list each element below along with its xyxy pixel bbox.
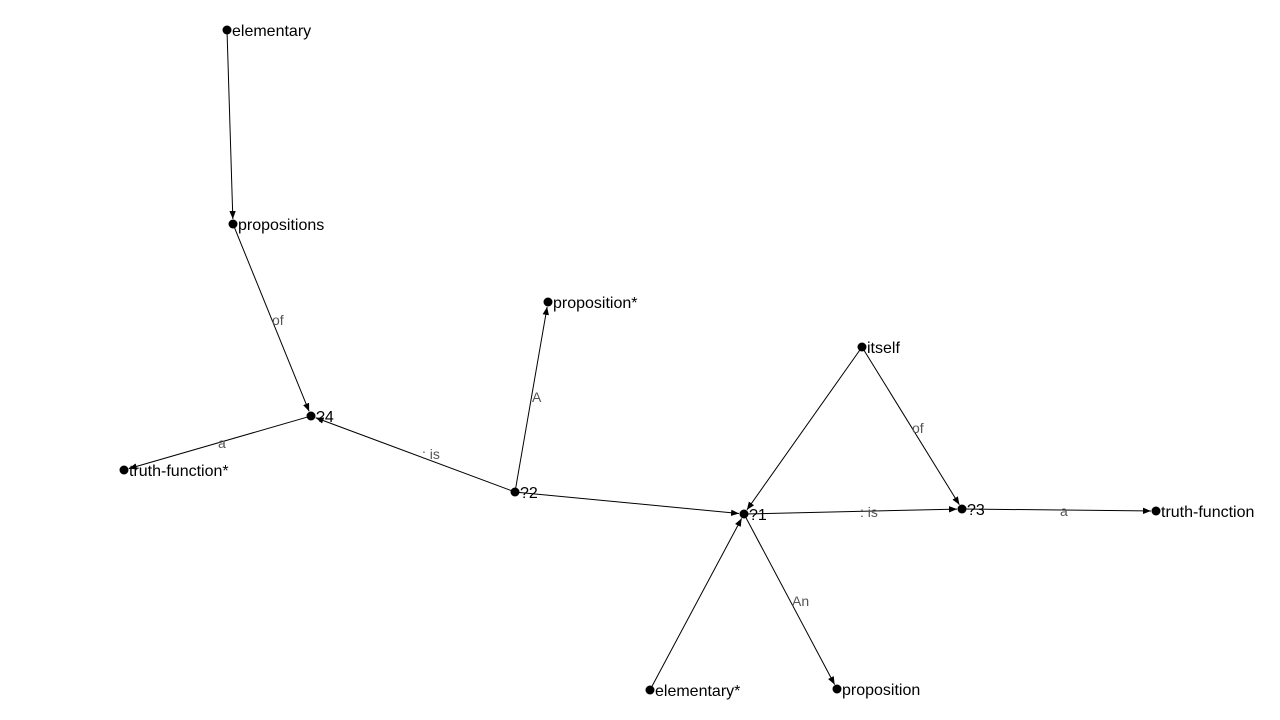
- edge-label: : is: [422, 446, 440, 462]
- node-dot[interactable]: [228, 219, 238, 229]
- node-label: propositions: [238, 217, 324, 234]
- edge-line: [745, 506, 958, 515]
- node-dot[interactable]: [543, 297, 553, 307]
- node-dot[interactable]: [306, 411, 316, 421]
- node-proposition-star[interactable]: proposition*: [543, 295, 638, 312]
- edge-itself-to-q1: [746, 348, 862, 511]
- edge-q1-to-q3: : is: [745, 504, 958, 520]
- node-label: elementary: [232, 23, 311, 40]
- node-q2[interactable]: ?2: [510, 485, 538, 502]
- node-dot[interactable]: [119, 465, 129, 475]
- node-truth-function[interactable]: truth-function: [1151, 504, 1255, 521]
- edge-label: a: [218, 435, 226, 451]
- node-itself[interactable]: itself: [857, 340, 901, 357]
- node-dot[interactable]: [957, 504, 967, 514]
- node-q1[interactable]: ?1: [739, 507, 767, 524]
- node-label: ?3: [967, 502, 985, 519]
- node-proposition[interactable]: proposition: [832, 682, 921, 699]
- node-label: truth-function: [1161, 504, 1254, 521]
- node-dot[interactable]: [222, 25, 232, 35]
- edge-line: [650, 518, 743, 689]
- node-label: itself: [867, 340, 900, 357]
- edge-label: of: [272, 312, 284, 328]
- node-elementary-star[interactable]: elementary*: [645, 683, 741, 700]
- edge-label: : is: [860, 504, 878, 520]
- node-q4[interactable]: ?4: [306, 409, 334, 426]
- edge-q2-to-q4: : is: [315, 417, 514, 492]
- edge-itself-to-q3: of: [862, 348, 960, 506]
- node-elementary[interactable]: elementary: [222, 23, 312, 40]
- node-dot[interactable]: [1151, 506, 1161, 516]
- node-label: proposition*: [553, 295, 638, 312]
- edge-q1-to-proposition: An: [744, 515, 836, 685]
- node-dot[interactable]: [645, 685, 655, 695]
- node-propositions[interactable]: propositions: [228, 217, 325, 234]
- edges-layer: of a : is Aof : is a An: [128, 31, 1152, 689]
- node-dot[interactable]: [857, 342, 867, 352]
- node-q3[interactable]: ?3: [957, 502, 985, 519]
- node-dot[interactable]: [510, 487, 520, 497]
- edge-line: [233, 225, 310, 412]
- edge-propositions-to-q4: of: [233, 225, 310, 412]
- edge-label: a: [1060, 503, 1068, 519]
- edge-label: A: [532, 389, 542, 405]
- node-label: truth-function*: [129, 463, 229, 480]
- node-label: proposition: [842, 682, 920, 699]
- node-label: ?2: [520, 485, 538, 502]
- node-label: ?1: [749, 507, 767, 524]
- edge-label: of: [912, 420, 924, 436]
- edge-line: [963, 507, 1152, 515]
- edge-q3-to-truth_function: a: [963, 503, 1152, 519]
- nodes-layer: elementary propositions ?4 truth-function* p…: [119, 23, 1255, 700]
- edge-q4-to-truth_function_star: a: [128, 416, 310, 470]
- node-label: ?4: [316, 409, 334, 426]
- node-dot[interactable]: [739, 509, 749, 519]
- edge-line: [315, 417, 514, 492]
- edge-q2-to-proposition_star: A: [514, 306, 549, 491]
- edge-line: [516, 491, 740, 516]
- edge-line: [514, 306, 549, 491]
- edge-line: [746, 348, 862, 511]
- edge-elementary_star-to-q1: [650, 518, 743, 689]
- edge-line: [862, 348, 960, 506]
- edge-line: [744, 515, 836, 685]
- node-truth-function-star[interactable]: truth-function*: [119, 463, 229, 480]
- edge-line: [226, 31, 236, 220]
- edge-q2-to-q1: [516, 491, 740, 516]
- edge-line: [128, 416, 310, 470]
- edge-elementary-to-propositions: [226, 31, 236, 220]
- edge-label: An: [792, 593, 809, 609]
- node-dot[interactable]: [832, 684, 842, 694]
- node-label: elementary*: [655, 683, 740, 700]
